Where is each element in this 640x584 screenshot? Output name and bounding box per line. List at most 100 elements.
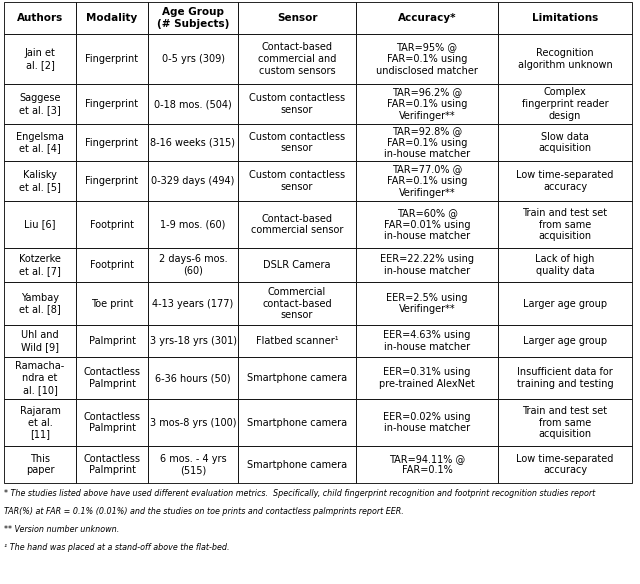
Text: 3 mos-8 yrs (100): 3 mos-8 yrs (100) (150, 418, 236, 427)
Bar (4, 201, 76, 248)
Text: Custom contactless
sensor: Custom contactless sensor (249, 170, 345, 192)
Text: 0-18 mos. (504): 0-18 mos. (504) (154, 99, 232, 109)
Text: Modality: Modality (86, 13, 138, 23)
Bar (4, 446, 76, 483)
Text: Limitations: Limitations (532, 13, 598, 23)
Text: 1-9 mos. (60): 1-9 mos. (60) (160, 220, 226, 230)
Text: TAR=94.11% @
FAR=0.1%: TAR=94.11% @ FAR=0.1% (389, 454, 465, 475)
Text: Footprint: Footprint (90, 260, 134, 270)
Bar (76, 325, 148, 357)
Bar (76, 34, 148, 84)
Bar (148, 124, 238, 161)
Bar (148, 325, 238, 357)
Bar (356, 84, 498, 124)
Bar (238, 161, 356, 201)
Text: TAR(%) at FAR = 0.1% (0.01%) and the studies on toe prints and contactless palmp: TAR(%) at FAR = 0.1% (0.01%) and the stu… (4, 507, 404, 516)
Bar (238, 84, 356, 124)
Bar (4, 124, 76, 161)
Bar (76, 161, 148, 201)
Bar (238, 248, 356, 282)
Text: Contact-based
commercial sensor: Contact-based commercial sensor (251, 214, 343, 235)
Text: 2 days-6 mos.
(60): 2 days-6 mos. (60) (159, 254, 227, 276)
Text: DSLR Camera: DSLR Camera (263, 260, 331, 270)
Text: TAR=77.0% @
FAR=0.1% using
Verifinger**: TAR=77.0% @ FAR=0.1% using Verifinger** (387, 165, 467, 197)
Bar (76, 357, 148, 399)
Bar (238, 34, 356, 84)
Bar (148, 34, 238, 84)
Text: Fingerprint: Fingerprint (85, 176, 139, 186)
Text: Contactless
Palmprint: Contactless Palmprint (83, 412, 141, 433)
Bar (498, 357, 632, 399)
Text: Jain et
al. [2]: Jain et al. [2] (24, 48, 56, 70)
Text: Custom contactless
sensor: Custom contactless sensor (249, 132, 345, 154)
Bar (238, 357, 356, 399)
Text: 4-13 years (177): 4-13 years (177) (152, 298, 234, 308)
Text: This
paper: This paper (26, 454, 54, 475)
Bar (498, 84, 632, 124)
Bar (4, 161, 76, 201)
Text: Toe print: Toe print (91, 298, 133, 308)
Text: EER=4.63% using
in-house matcher: EER=4.63% using in-house matcher (383, 330, 470, 352)
Bar (76, 446, 148, 483)
Text: Larger age group: Larger age group (523, 298, 607, 308)
Text: Train and test set
from same
acquisition: Train and test set from same acquisition (522, 406, 607, 439)
Bar (238, 399, 356, 446)
Bar (76, 2, 148, 34)
Text: Fingerprint: Fingerprint (85, 99, 139, 109)
Bar (356, 446, 498, 483)
Text: Fingerprint: Fingerprint (85, 54, 139, 64)
Text: EER=0.02% using
in-house matcher: EER=0.02% using in-house matcher (383, 412, 471, 433)
Bar (76, 124, 148, 161)
Text: * The studies listed above have used different evaluation metrics.  Specifically: * The studies listed above have used dif… (4, 489, 595, 498)
Text: Smartphone camera: Smartphone camera (247, 418, 347, 427)
Bar (76, 282, 148, 325)
Text: Contactless
Palmprint: Contactless Palmprint (83, 454, 141, 475)
Text: EER=0.31% using
pre-trained AlexNet: EER=0.31% using pre-trained AlexNet (379, 367, 475, 389)
Text: TAR=60% @
FAR=0.01% using
in-house matcher: TAR=60% @ FAR=0.01% using in-house match… (384, 208, 470, 241)
Bar (498, 161, 632, 201)
Bar (498, 248, 632, 282)
Text: TAR=95% @
FAR=0.1% using
undisclosed matcher: TAR=95% @ FAR=0.1% using undisclosed mat… (376, 43, 478, 75)
Text: Kalisky
et al. [5]: Kalisky et al. [5] (19, 170, 61, 192)
Text: TAR=92.8% @
FAR=0.1% using
in-house matcher: TAR=92.8% @ FAR=0.1% using in-house matc… (384, 126, 470, 159)
Text: 6-36 hours (50): 6-36 hours (50) (155, 373, 231, 383)
Bar (148, 161, 238, 201)
Text: Low time-separated
accuracy: Low time-separated accuracy (516, 170, 614, 192)
Bar (4, 282, 76, 325)
Text: Sensor: Sensor (276, 13, 317, 23)
Bar (76, 248, 148, 282)
Bar (498, 124, 632, 161)
Text: TAR=96.2% @
FAR=0.1% using
Verifinger**: TAR=96.2% @ FAR=0.1% using Verifinger** (387, 88, 467, 121)
Bar (4, 34, 76, 84)
Text: Contactless
Palmprint: Contactless Palmprint (83, 367, 141, 389)
Text: Commercial
contact-based
sensor: Commercial contact-based sensor (262, 287, 332, 320)
Text: Complex
fingerprint reader
design: Complex fingerprint reader design (522, 88, 608, 121)
Bar (498, 325, 632, 357)
Text: Yambay
et al. [8]: Yambay et al. [8] (19, 293, 61, 314)
Bar (498, 282, 632, 325)
Bar (4, 248, 76, 282)
Bar (148, 201, 238, 248)
Bar (238, 124, 356, 161)
Text: Smartphone camera: Smartphone camera (247, 373, 347, 383)
Bar (356, 399, 498, 446)
Bar (238, 325, 356, 357)
Text: ** Version number unknown.: ** Version number unknown. (4, 525, 119, 534)
Bar (148, 446, 238, 483)
Bar (356, 325, 498, 357)
Text: Saggese
et al. [3]: Saggese et al. [3] (19, 93, 61, 115)
Bar (238, 282, 356, 325)
Text: Authors: Authors (17, 13, 63, 23)
Bar (238, 2, 356, 34)
Text: Age Group
(# Subjects): Age Group (# Subjects) (157, 7, 229, 29)
Text: Rajaram
et al.
[11]: Rajaram et al. [11] (20, 406, 60, 439)
Bar (356, 357, 498, 399)
Text: Ramacha-
ndra et
al. [10]: Ramacha- ndra et al. [10] (15, 361, 65, 395)
Bar (356, 161, 498, 201)
Text: Train and test set
from same
acquisition: Train and test set from same acquisition (522, 208, 607, 241)
Bar (76, 201, 148, 248)
Text: Liu [6]: Liu [6] (24, 220, 56, 230)
Text: Footprint: Footprint (90, 220, 134, 230)
Bar (238, 446, 356, 483)
Bar (4, 325, 76, 357)
